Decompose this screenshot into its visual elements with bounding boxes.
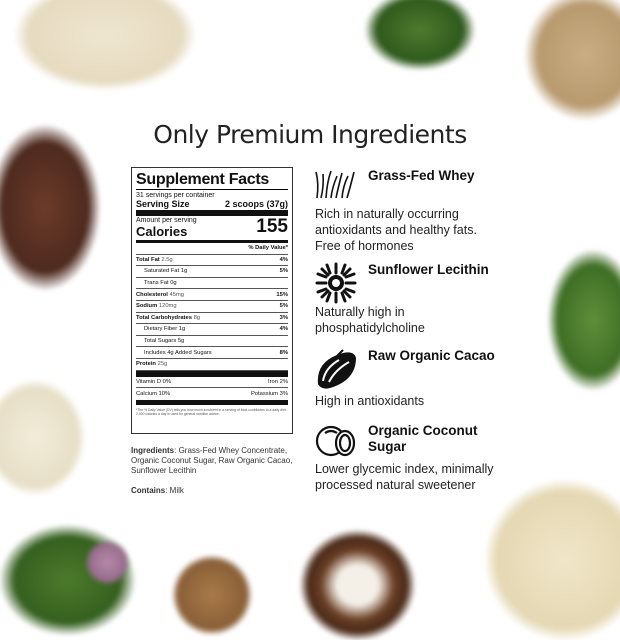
- ingredients-label: Ingredients: [131, 446, 175, 455]
- servings: 31 servings per container: [136, 192, 215, 199]
- nutrient-dv: 5%: [279, 268, 288, 275]
- facts-row: Trans Fat 0g: [136, 278, 288, 290]
- facts-row: Total Carbohydrates 8g 3%: [136, 313, 288, 325]
- nutrient-amount: 45mg: [169, 291, 185, 298]
- nutrient-name: Total Carbohydrates: [136, 314, 192, 321]
- cacao-nibs-image: [0, 125, 100, 290]
- nutrient-name: Total Sugars 5g: [144, 338, 185, 345]
- amount-label: Amount per serving: [136, 217, 197, 224]
- divider: [136, 240, 288, 243]
- nutrient-amount: 25g: [157, 361, 168, 368]
- nutrient-dv: 3%: [279, 314, 288, 321]
- feature-title: Sunflower Lecithin: [368, 262, 489, 277]
- clover-flower-image: [85, 540, 130, 585]
- contains-value: : Milk: [165, 486, 184, 495]
- facts-row: Protein 25g: [136, 359, 288, 371]
- divider: [136, 210, 288, 216]
- nutrient-amount: 8g: [193, 314, 201, 321]
- daily-value-label: % Daily Value*: [248, 245, 288, 252]
- page-title: Only Premium Ingredients: [153, 120, 467, 149]
- nutrient-dv: 15%: [276, 291, 288, 298]
- nutrient-name: Cholesterol: [136, 291, 168, 298]
- feature-desc: Lower glycemic index, minimally processe…: [315, 462, 494, 492]
- ingredients-value: : Grass-Fed Whey Concentrate, Organic Co…: [131, 446, 293, 475]
- vitamin-d: Vitamin D 0%: [136, 378, 172, 385]
- facts-row: Sodium 120mg 5%: [136, 301, 288, 313]
- facts-title: Supplement Facts: [136, 171, 288, 190]
- ingredients-text: Ingredients: Grass-Fed Whey Concentrate,…: [131, 446, 296, 496]
- nutrient-dv: 8%: [279, 349, 288, 356]
- nutrient-name: Includes 4g Added Sugars: [144, 349, 212, 356]
- facts-row: Includes 4g Added Sugars 8%: [136, 347, 288, 359]
- divider: [136, 399, 288, 405]
- nutrient-dv: 4%: [279, 256, 288, 263]
- nutrient-name: Saturated Fat 1g: [144, 268, 188, 275]
- serving-size-label: Serving Size: [136, 199, 190, 209]
- sunflower-seeds-image: [525, 0, 620, 120]
- nutrient-dv: 4%: [279, 326, 288, 333]
- feature-desc: Rich in naturally occurring antioxidants…: [315, 207, 477, 253]
- contains-label: Contains: [131, 486, 166, 495]
- whey-powder-image: [15, 0, 195, 90]
- facts-row: Total Sugars 5g: [136, 336, 288, 348]
- facts-row: Saturated Fat 1g 5%: [136, 266, 288, 278]
- nutrient-name: Sodium: [136, 303, 158, 310]
- feature-title: Raw Organic Cacao: [368, 348, 495, 363]
- iron: Iron 2%: [268, 378, 288, 385]
- nutrient-name: Protein: [136, 361, 156, 368]
- flour-image: [0, 380, 85, 495]
- nutrient-name: Dietary Fiber 1g: [144, 326, 186, 333]
- nutrient-name: Trans Fat 0g: [144, 280, 177, 287]
- powder-image: [485, 480, 620, 640]
- coconut-icon: [315, 425, 356, 457]
- potassium: Potassium 3%: [250, 390, 288, 397]
- coconut-sugar-image: [172, 555, 252, 635]
- cacao-pod-icon: [317, 349, 357, 389]
- supplement-facts-panel: Supplement Facts 31 servings per contain…: [131, 167, 293, 434]
- calories-label: Calories: [136, 224, 188, 239]
- footnote: *The % Daily Value (DV) tells you how mu…: [136, 407, 287, 417]
- grass-icon: [315, 170, 355, 199]
- facts-row: Dietary Fiber 1g 4%: [136, 324, 288, 336]
- chives-image: [548, 250, 620, 390]
- sunflower-icon: [315, 262, 357, 304]
- serving-size: 2 scoops (37g): [224, 199, 288, 209]
- feature-title: Organic Coconut Sugar: [368, 423, 478, 454]
- nutrient-amount: 120mg: [158, 303, 177, 310]
- nutrient-dv: 5%: [279, 303, 288, 310]
- feature-desc: High in antioxidants: [315, 394, 425, 408]
- grass-image: [365, 0, 475, 70]
- coconut-image: [300, 530, 415, 640]
- divider: [136, 370, 288, 377]
- feature-title: Grass-Fed Whey: [368, 168, 475, 183]
- facts-row: Total Fat 2.5g 4%: [136, 255, 288, 267]
- facts-row: Cholesterol 45mg 15%: [136, 289, 288, 301]
- calcium: Calcium 10%: [136, 390, 171, 397]
- nutrient-name: Total Fat: [136, 256, 160, 263]
- nutrient-amount: 2.5g: [161, 256, 173, 263]
- feature-desc: Naturally high in phosphatidylcholine: [315, 305, 425, 335]
- calories-value: 155: [256, 216, 288, 237]
